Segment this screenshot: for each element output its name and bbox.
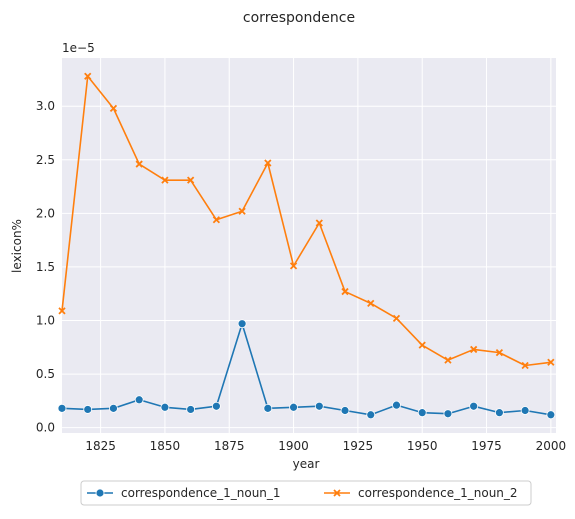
legend-label: correspondence_1_noun_1 <box>121 486 281 500</box>
x-axis-label: year <box>293 457 320 471</box>
data-point <box>290 403 298 411</box>
data-point <box>341 407 349 415</box>
legend: correspondence_1_noun_1 correspondence_1_… <box>81 481 531 505</box>
data-point <box>470 402 478 410</box>
y-offset-label: 1e−5 <box>62 41 95 55</box>
x-tick-label: 1900 <box>278 439 309 453</box>
data-point <box>315 402 323 410</box>
data-point <box>212 402 220 410</box>
legend-marker <box>96 489 104 497</box>
y-tick-label: 1.0 <box>36 314 55 328</box>
data-point <box>84 405 92 413</box>
y-tick-label: 0.5 <box>36 367 55 381</box>
data-point <box>418 409 426 417</box>
x-tick-label: 1950 <box>407 439 438 453</box>
plot-area <box>62 58 556 433</box>
data-point <box>392 401 400 409</box>
data-point <box>495 409 503 417</box>
data-point <box>521 407 529 415</box>
data-point <box>547 411 555 419</box>
x-tick-label: 1850 <box>150 439 181 453</box>
y-tick-label: 2.0 <box>36 206 55 220</box>
x-tick-label: 1825 <box>85 439 116 453</box>
y-tick-label: 0.0 <box>36 421 55 435</box>
data-point <box>264 404 272 412</box>
x-tick-label: 1975 <box>471 439 502 453</box>
data-point <box>367 411 375 419</box>
data-point <box>161 403 169 411</box>
y-tick-label: 2.5 <box>36 153 55 167</box>
data-point <box>444 410 452 418</box>
data-point <box>109 404 117 412</box>
y-tick-label: 3.0 <box>36 99 55 113</box>
data-point <box>135 396 143 404</box>
chart-title: correspondence <box>243 10 355 26</box>
x-tick-label: 2000 <box>536 439 567 453</box>
x-tick-label: 1925 <box>343 439 374 453</box>
data-point <box>238 320 246 328</box>
data-point <box>58 404 66 412</box>
y-axis-label: lexicon% <box>10 219 24 273</box>
data-point <box>187 405 195 413</box>
legend-label: correspondence_1_noun_2 <box>358 486 518 500</box>
x-tick-label: 1875 <box>214 439 245 453</box>
y-tick-label: 1.5 <box>36 260 55 274</box>
